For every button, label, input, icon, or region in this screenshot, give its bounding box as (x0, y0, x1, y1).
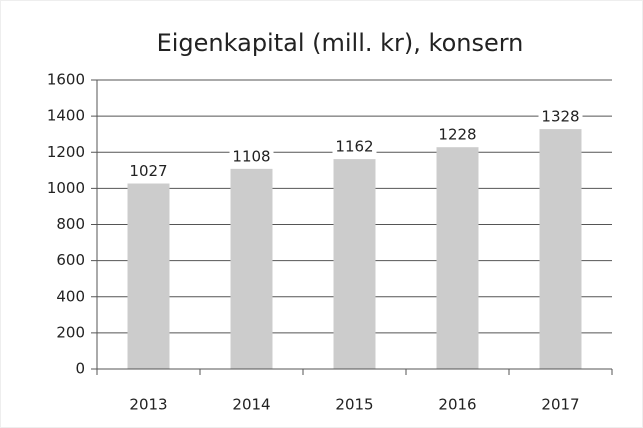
data-label: 1162 (335, 138, 373, 156)
data-label-bg (229, 147, 274, 166)
bar (230, 168, 273, 369)
y-tick-label: 1200 (47, 143, 85, 161)
data-label-bg (435, 126, 480, 145)
data-label: 1228 (438, 126, 476, 144)
y-tick-label: 1000 (47, 179, 85, 197)
bar (333, 159, 376, 369)
data-label-bg (126, 162, 171, 181)
x-tick-label: 2014 (232, 396, 270, 414)
y-tick-label: 400 (56, 287, 85, 305)
chart-title: Eigenkapital (mill. kr), konsern (157, 29, 524, 57)
y-tick-label: 800 (56, 215, 85, 233)
y-tick-label: 1400 (47, 107, 85, 125)
data-label: 1328 (541, 108, 579, 126)
y-tick-label: 0 (75, 360, 85, 378)
x-tick-label: 2013 (129, 396, 167, 414)
x-tick-label: 2015 (335, 396, 373, 414)
x-tick-label: 2016 (438, 396, 476, 414)
y-tick-label: 200 (56, 323, 85, 341)
y-tick-label: 600 (56, 251, 85, 269)
data-label: 1027 (129, 162, 167, 180)
data-label-bg (332, 138, 377, 157)
bar (436, 147, 479, 369)
data-label-bg (538, 108, 583, 127)
x-tick-label: 2017 (541, 396, 579, 414)
bar (539, 129, 582, 369)
data-label: 1108 (232, 147, 270, 165)
y-tick-label: 1600 (47, 71, 85, 89)
bar (127, 183, 170, 369)
